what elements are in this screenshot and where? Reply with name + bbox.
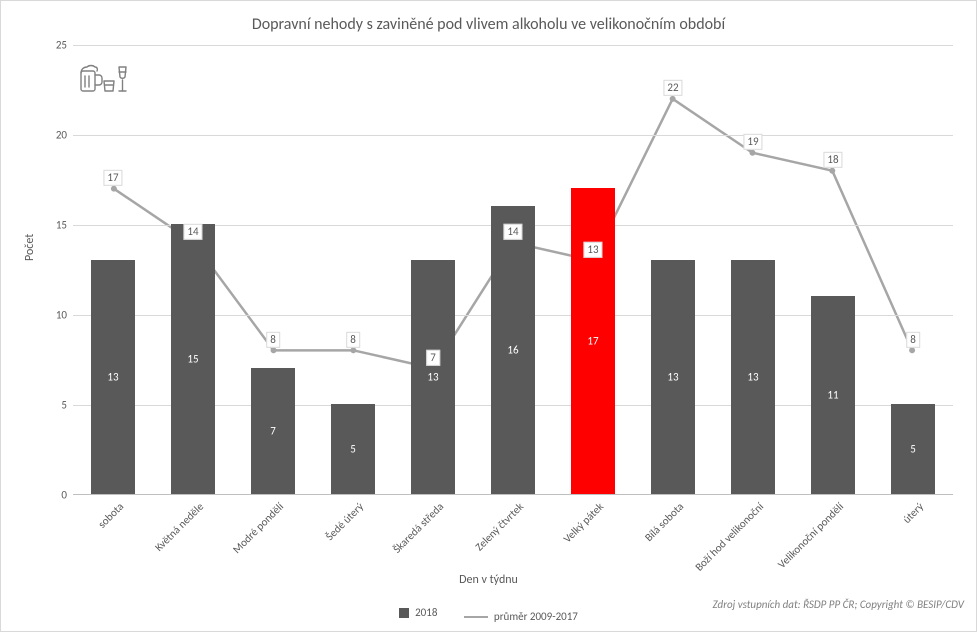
bar-value-label: 13 <box>651 371 695 384</box>
line-value-label: 13 <box>583 242 602 258</box>
x-axis-title: Den v týdnu <box>1 573 976 587</box>
line-value-label: 18 <box>823 152 842 168</box>
bar-value-label: 17 <box>571 335 615 348</box>
bar: 7 <box>251 368 295 494</box>
bar-value-label: 15 <box>171 353 215 366</box>
bar: 16 <box>491 206 535 494</box>
line-point <box>749 150 755 156</box>
bar: 15 <box>171 224 215 494</box>
bar-value-label: 13 <box>731 371 775 384</box>
x-tick-label: Škaredá středa <box>390 500 446 556</box>
bar: 5 <box>891 404 935 494</box>
chart-title: Dopravní nehody s zaviněné pod vlivem al… <box>1 15 976 34</box>
y-axis-title: Počet <box>23 234 37 261</box>
x-tick-label: sobota <box>95 500 126 531</box>
bar: 11 <box>811 296 855 494</box>
line-value-label: 22 <box>663 80 682 96</box>
line-point <box>909 347 915 353</box>
line-value-label: 8 <box>906 332 920 348</box>
line-value-label: 8 <box>266 332 280 348</box>
x-tick-label: úterý <box>900 500 926 526</box>
gridline <box>73 45 953 46</box>
bar-value-label: 11 <box>811 389 855 402</box>
bar-value-label: 13 <box>91 371 135 384</box>
line-point <box>350 347 356 353</box>
line-value-label: 14 <box>183 224 202 240</box>
line-point <box>829 168 835 174</box>
line-value-label: 7 <box>426 350 440 366</box>
y-tick-label: 15 <box>43 219 67 232</box>
line-point <box>271 347 277 353</box>
line-point <box>111 186 117 192</box>
x-tick-label: Šedé úterý <box>323 500 366 543</box>
bar-value-label: 16 <box>491 344 535 357</box>
x-tick-label: Velký pátek <box>561 500 606 545</box>
bar: 13 <box>411 260 455 494</box>
bar-value-label: 13 <box>411 371 455 384</box>
x-tick-label: Velikonoční pondělí <box>775 500 846 571</box>
x-tick-label: Květná neděle <box>152 500 206 554</box>
line-value-label: 8 <box>346 332 360 348</box>
x-tick-label: Bílá sobota <box>642 500 686 544</box>
line-value-label: 14 <box>503 224 522 240</box>
source-caption: Zdroj vstupních dat: ŘSDP PP ČR; Copyrig… <box>713 598 965 611</box>
legend-item-bar: 2018 <box>399 606 437 619</box>
legend-swatch-bar <box>399 608 409 618</box>
bar: 13 <box>731 260 775 494</box>
plot-area: 051015202513sobota15Květná neděle7Modré … <box>73 45 953 495</box>
gridline <box>73 135 953 136</box>
line-value-label: 17 <box>103 170 122 186</box>
y-tick-label: 5 <box>43 399 67 412</box>
line-value-label: 19 <box>743 134 762 150</box>
x-tick-label: Boží hod velikonoční <box>693 500 767 574</box>
bar: 13 <box>651 260 695 494</box>
legend-label-bar: 2018 <box>415 606 437 619</box>
line-point <box>670 96 676 102</box>
y-tick-label: 20 <box>43 129 67 142</box>
bar: 5 <box>331 404 375 494</box>
y-tick-label: 10 <box>43 309 67 322</box>
y-tick-label: 25 <box>43 39 67 52</box>
legend-item-line: průměr 2009-2017 <box>464 610 578 623</box>
legend-label-line: průměr 2009-2017 <box>494 610 578 623</box>
bar-value-label: 5 <box>891 443 935 456</box>
y-tick-label: 0 <box>43 489 67 502</box>
bar: 17 <box>571 188 615 494</box>
chart-container: Dopravní nehody s zaviněné pod vlivem al… <box>0 0 977 632</box>
x-tick-label: Modré pondělí <box>230 500 286 556</box>
bar-value-label: 5 <box>331 443 375 456</box>
legend-swatch-line <box>464 616 488 618</box>
bar-value-label: 7 <box>251 425 295 438</box>
bar: 13 <box>91 260 135 494</box>
x-tick-label: Zelený čtvrtek <box>473 500 527 554</box>
